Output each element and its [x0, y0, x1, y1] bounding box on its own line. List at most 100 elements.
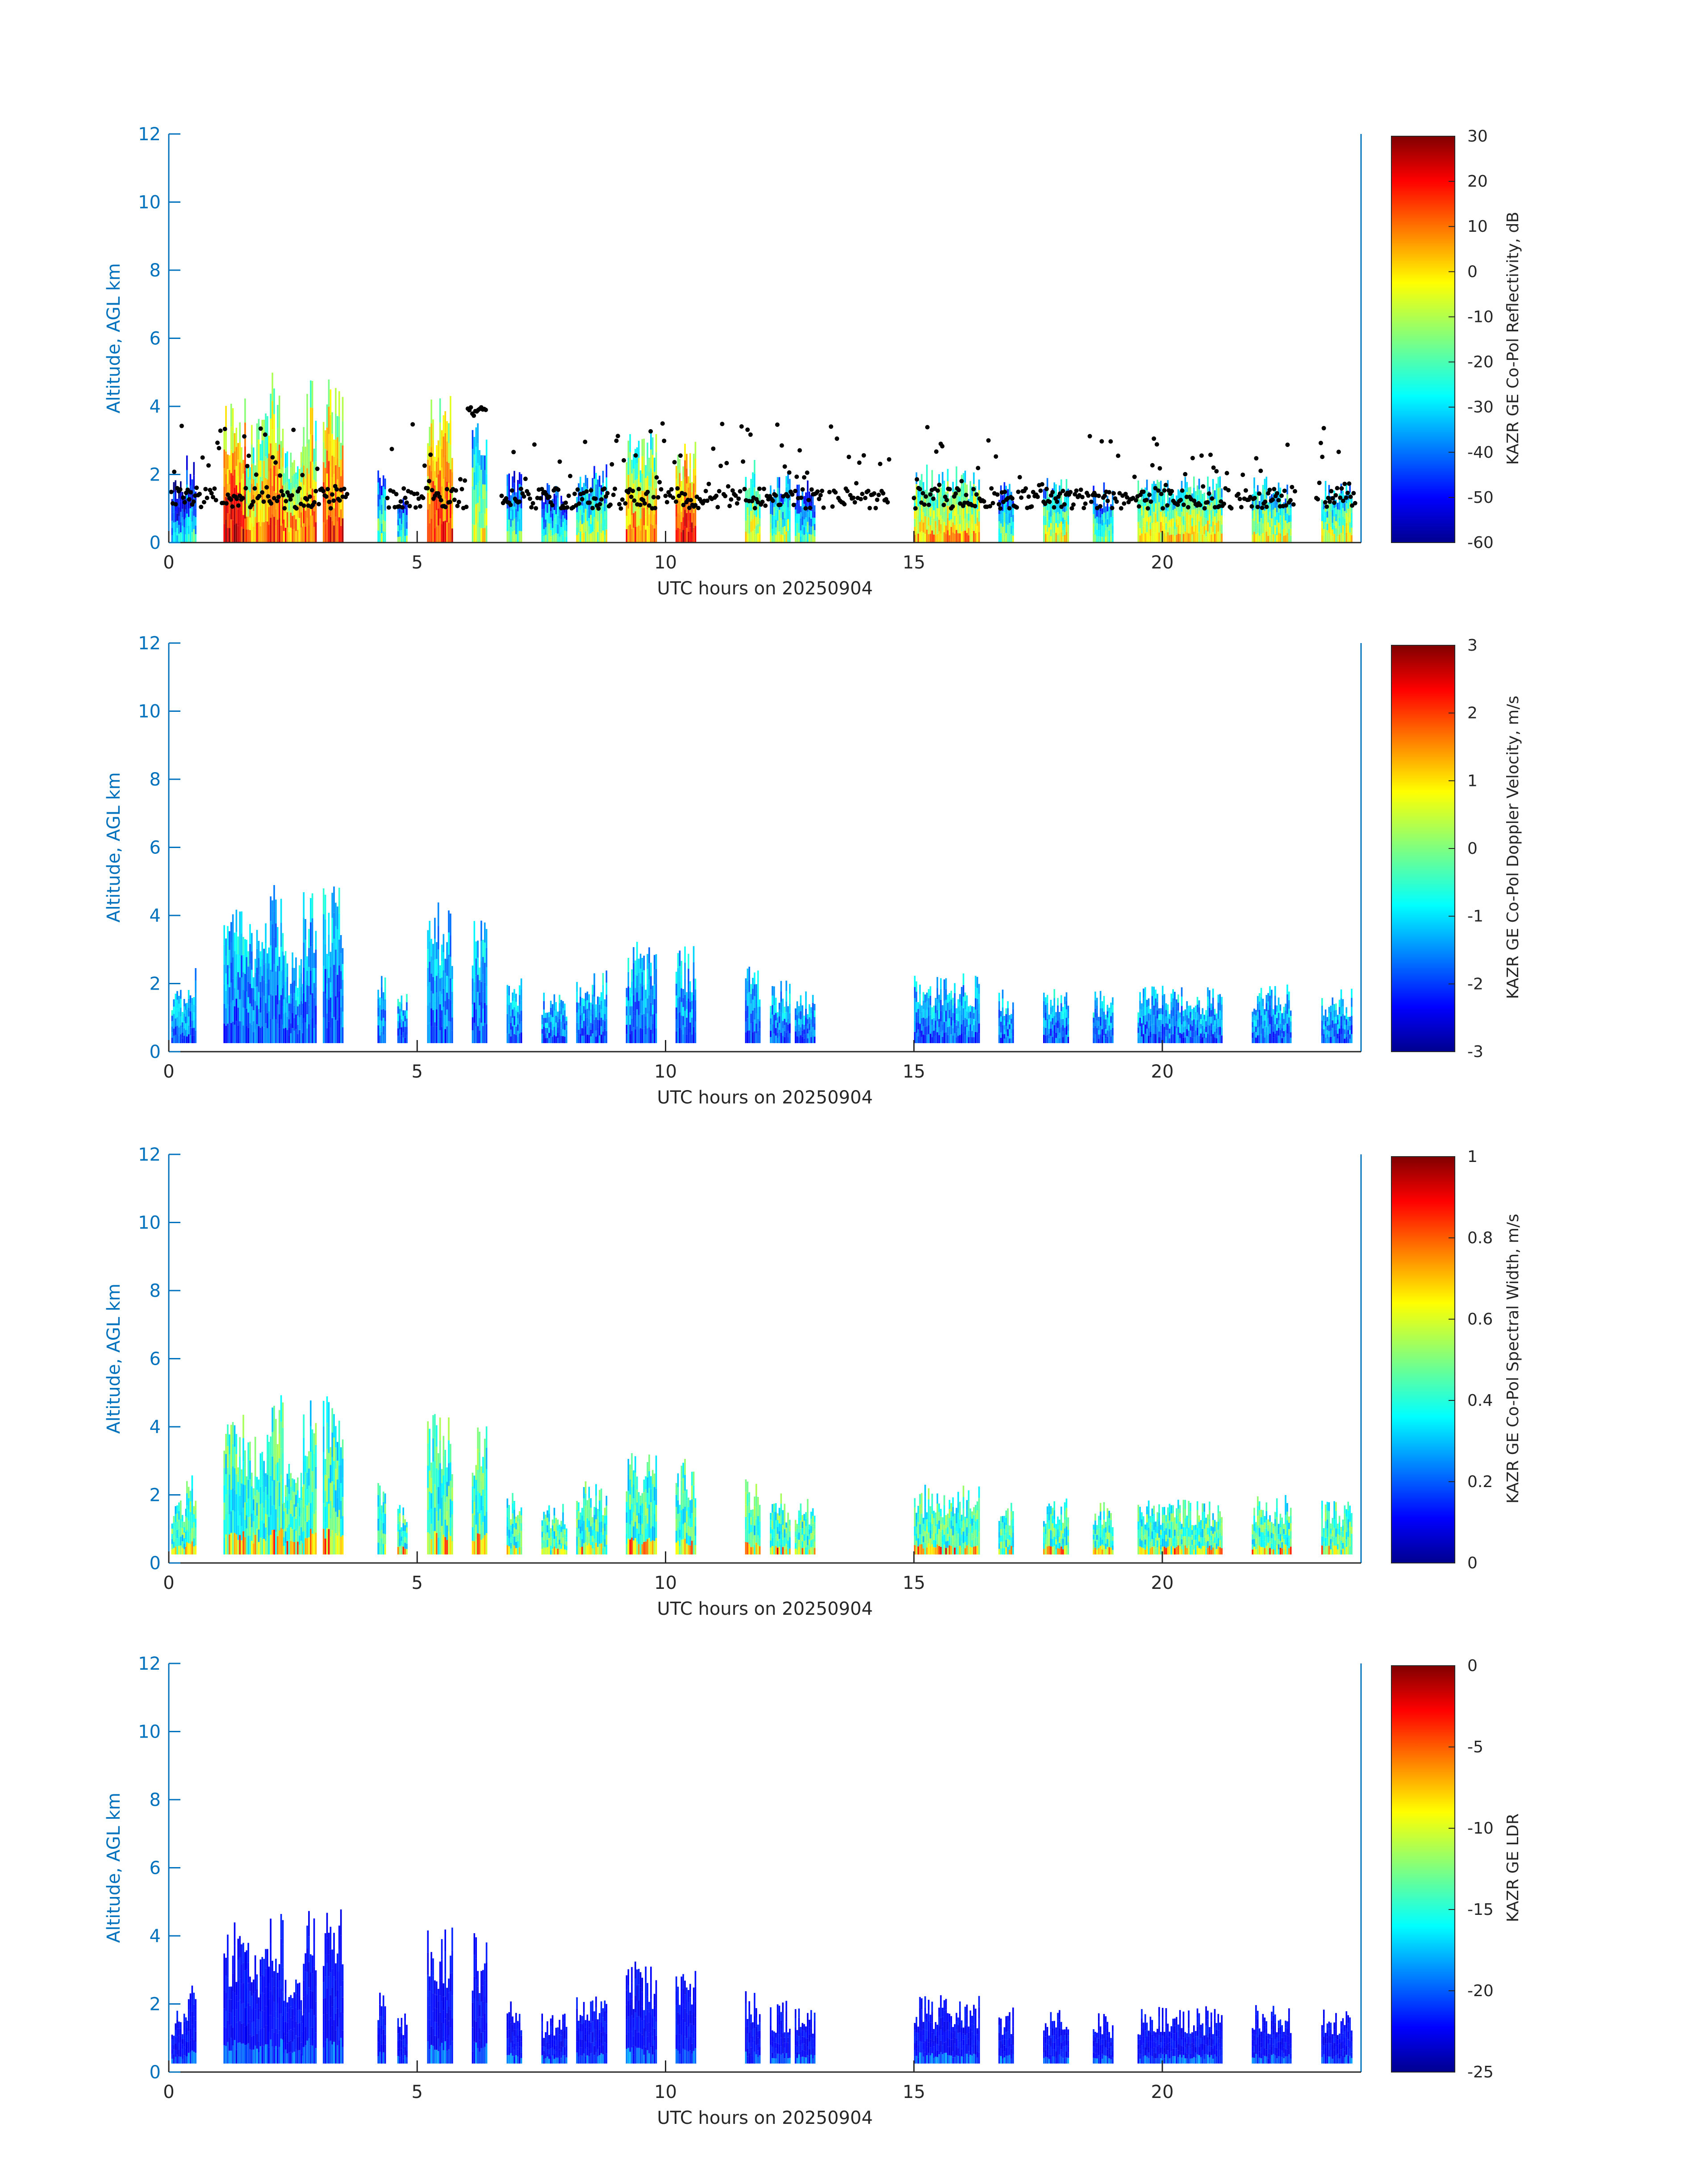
heatmap-cell — [653, 969, 656, 985]
cloud-base-point — [200, 455, 205, 460]
heatmap-cell — [627, 440, 629, 458]
heatmap-cell — [1170, 1035, 1172, 1043]
cloud-base-point — [324, 494, 329, 499]
heatmap-cell — [957, 505, 959, 515]
heatmap-cell — [225, 938, 227, 956]
heatmap-cell — [1158, 1032, 1160, 1037]
heatmap-cell — [1046, 994, 1048, 1003]
cloud-base-point — [522, 494, 526, 499]
cloud-base-point — [297, 486, 302, 491]
heatmap-cell — [402, 1037, 404, 1043]
heatmap-cell — [1257, 494, 1259, 505]
heatmap-cell — [948, 1026, 951, 1035]
heatmap-cell — [475, 427, 477, 447]
heatmap-cell — [1139, 514, 1141, 521]
heatmap-cell — [1057, 527, 1059, 535]
cloud-base-point — [197, 492, 202, 497]
heatmap-cell — [1101, 1015, 1103, 1022]
heatmap-cell — [437, 440, 439, 458]
heatmap-cell — [755, 500, 757, 509]
heatmap-cell — [947, 506, 949, 518]
heatmap-cell — [812, 1003, 814, 1011]
heatmap-cell — [777, 488, 779, 499]
cloud-base-point — [736, 496, 741, 501]
heatmap-cell — [237, 990, 239, 1008]
heatmap-cell — [956, 1014, 957, 1020]
heatmap-cell — [653, 528, 656, 543]
heatmap-cell — [1065, 532, 1068, 543]
heatmap-cell — [1177, 489, 1179, 498]
cloud-base-point — [748, 432, 753, 437]
heatmap-cell — [517, 1031, 519, 1037]
heatmap-cell — [1044, 490, 1047, 499]
heatmap-cell — [241, 977, 242, 999]
heatmap-cell — [945, 978, 947, 989]
heatmap-cell — [636, 526, 638, 543]
heatmap-cell — [959, 994, 961, 1003]
heatmap-cell — [956, 530, 957, 543]
heatmap-cell — [588, 1011, 590, 1019]
heatmap-cell — [914, 511, 916, 519]
heatmap-cell — [335, 517, 337, 543]
heatmap-cell — [636, 992, 638, 1010]
heatmap-cell — [597, 511, 599, 522]
heatmap-cell — [943, 532, 945, 543]
heatmap-cell — [957, 514, 959, 524]
heatmap-cell — [810, 518, 812, 527]
heatmap-cell — [814, 505, 816, 512]
heatmap-cell — [924, 507, 926, 517]
heatmap-cell — [964, 506, 966, 519]
heatmap-cell — [246, 940, 247, 957]
heatmap-cell — [239, 422, 241, 443]
heatmap-cell — [686, 992, 688, 1001]
heatmap-cell — [482, 991, 484, 1009]
heatmap-cell — [1002, 1025, 1004, 1034]
heatmap-cell — [338, 913, 340, 940]
heatmap-cell — [551, 1017, 554, 1024]
heatmap-cell — [560, 535, 562, 543]
heatmap-cell — [1163, 994, 1165, 1003]
heatmap-cell — [284, 1012, 287, 1028]
heatmap-cell — [1279, 506, 1282, 515]
heatmap-cell — [239, 1021, 241, 1043]
cloud-base-point — [438, 498, 443, 503]
heatmap-cell — [340, 1025, 342, 1043]
heatmap-cell — [450, 420, 451, 445]
heatmap-cell — [1262, 485, 1264, 495]
heatmap-cell — [263, 1027, 265, 1043]
heatmap-cell — [479, 993, 480, 1006]
heatmap-cell — [1165, 1010, 1167, 1017]
heatmap-cell — [430, 1026, 432, 1043]
heatmap-cell — [340, 989, 342, 1007]
heatmap-cell — [593, 479, 595, 492]
heatmap-cell — [679, 514, 681, 529]
heatmap-cell — [915, 1032, 918, 1043]
heatmap-cell — [931, 1019, 933, 1025]
cloud-base-point — [1010, 496, 1015, 501]
cloud-base-point — [1335, 486, 1340, 491]
heatmap-cell — [777, 510, 779, 521]
heatmap-cell — [1003, 1025, 1006, 1030]
heatmap-cell — [600, 504, 602, 514]
heatmap-cell — [1108, 1031, 1110, 1037]
heatmap-cell — [1046, 478, 1048, 489]
heatmap-cell — [430, 939, 432, 957]
heatmap-cell — [225, 973, 227, 991]
heatmap-cell — [545, 504, 547, 512]
heatmap-cell — [547, 1023, 548, 1028]
heatmap-cell — [193, 515, 195, 529]
heatmap-cell — [1101, 537, 1103, 543]
heatmap-cell — [1328, 533, 1330, 543]
heatmap-cell — [593, 1008, 595, 1020]
heatmap-cell — [780, 1022, 782, 1033]
heatmap-cell — [935, 506, 937, 514]
heatmap-cell — [1186, 512, 1188, 522]
heatmap-cell — [923, 1017, 924, 1026]
cloud-base-point — [261, 499, 266, 504]
cloud-base-point — [808, 506, 813, 510]
heatmap-cell — [437, 525, 439, 543]
heatmap-cell — [635, 1015, 636, 1030]
heatmap-cell — [1053, 998, 1055, 1007]
heatmap-cell — [306, 1014, 308, 1029]
heatmap-cell — [627, 1000, 629, 1015]
